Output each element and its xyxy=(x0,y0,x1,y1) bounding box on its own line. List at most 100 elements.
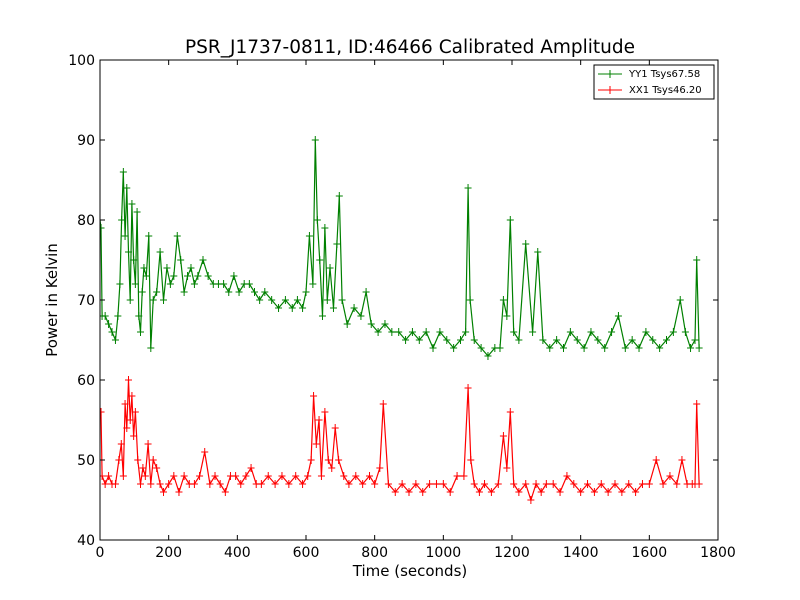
data-point xyxy=(335,192,343,200)
data-point xyxy=(556,488,564,496)
data-point xyxy=(156,248,164,256)
data-point xyxy=(436,328,444,336)
data-point xyxy=(577,488,585,496)
data-point xyxy=(632,488,640,496)
legend-box xyxy=(593,64,715,100)
data-point xyxy=(419,488,427,496)
data-point xyxy=(652,456,660,464)
data-point xyxy=(138,288,146,296)
data-point xyxy=(522,240,530,248)
data-point xyxy=(642,328,650,336)
data-point xyxy=(114,312,122,320)
data-point xyxy=(292,472,300,480)
data-point xyxy=(199,256,207,264)
data-point xyxy=(587,328,595,336)
data-point xyxy=(580,344,588,352)
data-point xyxy=(153,288,161,296)
data-point xyxy=(366,472,374,480)
data-point xyxy=(135,312,143,320)
data-point xyxy=(464,184,472,192)
x-axis: 0 200 400 600 800 1000 1200 1400 1600 1800 xyxy=(96,60,736,561)
data-point xyxy=(560,344,567,352)
data-point xyxy=(247,464,255,472)
data-point xyxy=(309,280,317,288)
data-point xyxy=(450,344,458,352)
data-point xyxy=(101,480,109,488)
data-point xyxy=(608,328,616,336)
x-tick-label: 800 xyxy=(361,545,388,561)
data-point xyxy=(184,272,192,280)
data-point xyxy=(384,480,392,488)
data-point xyxy=(499,296,507,304)
data-point xyxy=(426,480,434,488)
data-point xyxy=(235,288,243,296)
data-point xyxy=(242,472,250,480)
data-point xyxy=(232,472,240,480)
data-point xyxy=(328,464,336,472)
data-point xyxy=(126,416,134,424)
data-point xyxy=(352,472,360,480)
data-point xyxy=(412,480,420,488)
data-point xyxy=(149,456,157,464)
data-point xyxy=(496,344,504,352)
data-point xyxy=(415,336,423,344)
data-point xyxy=(225,288,233,296)
x-tick-label: 1400 xyxy=(563,545,599,561)
data-point xyxy=(304,472,312,480)
data-point xyxy=(484,352,492,360)
data-point xyxy=(310,392,318,400)
data-point xyxy=(126,296,134,304)
data-point xyxy=(645,480,653,488)
data-point xyxy=(656,344,664,352)
data-point xyxy=(362,288,370,296)
data-point xyxy=(180,288,188,296)
data-point xyxy=(649,336,657,344)
data-point xyxy=(432,480,440,488)
y-tick-label: 50 xyxy=(77,453,95,469)
data-point xyxy=(299,304,307,312)
data-point xyxy=(534,248,542,256)
data-point xyxy=(133,208,141,216)
series-xx1 xyxy=(100,376,703,504)
data-point xyxy=(503,464,511,472)
data-point xyxy=(357,312,365,320)
data-point xyxy=(123,184,131,192)
data-point xyxy=(462,328,470,336)
data-point xyxy=(271,480,279,488)
data-point xyxy=(481,480,489,488)
data-point xyxy=(137,480,145,488)
data-point xyxy=(618,488,626,496)
data-point xyxy=(666,472,674,480)
data-point xyxy=(124,376,132,384)
data-point xyxy=(251,288,258,296)
data-point xyxy=(510,480,518,488)
x-tick-label: 0 xyxy=(96,545,105,561)
data-point xyxy=(278,472,286,480)
data-point xyxy=(160,488,168,496)
data-point xyxy=(118,216,126,224)
data-point xyxy=(316,256,324,264)
data-point xyxy=(590,488,598,496)
data-point xyxy=(529,328,537,336)
data-point xyxy=(100,224,105,232)
data-point xyxy=(570,480,578,488)
data-point xyxy=(324,456,332,464)
data-point xyxy=(256,296,264,304)
data-point xyxy=(257,480,265,488)
data-point xyxy=(130,432,138,440)
data-point xyxy=(268,296,276,304)
data-point xyxy=(293,296,301,304)
data-point xyxy=(439,480,447,488)
data-point xyxy=(139,464,147,472)
data-point xyxy=(515,488,523,496)
data-point xyxy=(539,336,547,344)
data-point xyxy=(678,456,686,464)
data-point xyxy=(147,344,155,352)
data-point xyxy=(142,272,150,280)
data-point xyxy=(115,456,123,464)
data-point xyxy=(453,472,461,480)
data-point xyxy=(625,480,633,488)
data-point xyxy=(201,448,209,456)
data-point xyxy=(147,480,155,488)
data-point xyxy=(123,424,131,432)
